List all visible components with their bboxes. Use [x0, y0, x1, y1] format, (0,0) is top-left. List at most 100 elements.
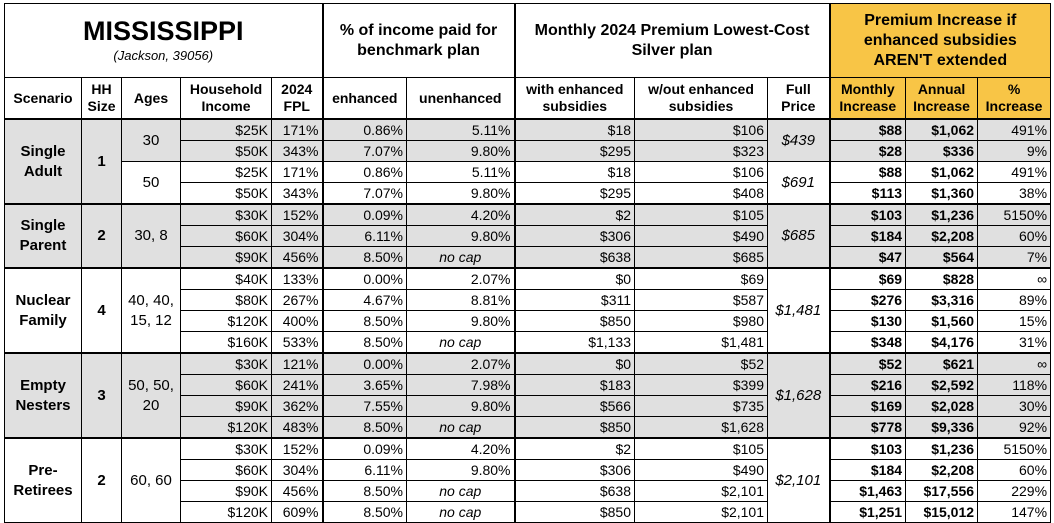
hh-size: 4	[81, 267, 122, 354]
table-cell: $1,628	[634, 416, 769, 439]
table-cell: 2.07%	[406, 352, 516, 375]
data-row: Nuclear Family 4 40, 40, 15, 12 $40K 133% 0.0…	[4, 267, 1052, 354]
table-cell: 152%	[270, 437, 324, 460]
full-price: $685	[767, 203, 831, 269]
table-cell: $69	[634, 267, 769, 290]
ages: 50	[121, 161, 181, 205]
table-cell: $105	[634, 203, 769, 226]
table-cell: 6.11%	[321, 459, 408, 481]
header-row: MISSISSIPPI (Jackson, 39056)% of income p…	[3, 3, 1052, 78]
table-cell: 609%	[270, 501, 324, 523]
table-cell: $778	[828, 416, 907, 439]
state-header: MISSISSIPPI (Jackson, 39056)	[3, 3, 324, 78]
table-cell: 456%	[270, 480, 324, 502]
table-cell: 4.67%	[321, 289, 408, 311]
scenario: Single Adult	[4, 118, 82, 205]
table-cell: $106	[634, 161, 769, 183]
table-cell: $184	[828, 225, 907, 247]
premium-table: MISSISSIPPI (Jackson, 39056)% of income p…	[3, 3, 1052, 523]
table-cell: $490	[634, 225, 769, 247]
table-cell: $1,360	[905, 182, 979, 205]
table-cell: $1,133	[513, 331, 636, 354]
table-cell: 9%	[977, 140, 1052, 162]
table-cell: 171%	[270, 118, 324, 141]
table-cell: 7.07%	[321, 182, 408, 205]
table-cell: $60K	[180, 459, 272, 481]
table-cell: $638	[513, 246, 636, 269]
table-cell: $52	[828, 352, 907, 375]
table-cell: $1,236	[905, 203, 979, 226]
data-row: $160K 533% 8.50% no cap $1,133 $1,481 $348 $4,1…	[5, 331, 1052, 354]
data-row: $120K 400% 8.50% 9.80% $850 $980 $130 $1,560 15%	[5, 310, 1052, 332]
full-price: $1,481	[767, 267, 831, 354]
table-cell: 9.80%	[406, 182, 516, 205]
table-cell: no cap	[406, 246, 516, 269]
table-cell: $850	[513, 416, 636, 439]
table-cell: 60%	[977, 459, 1052, 481]
hh-size: 2	[81, 437, 122, 523]
table-cell: $850	[513, 501, 636, 523]
table-cell: ∞	[977, 352, 1052, 375]
table-cell: $490	[634, 459, 769, 481]
hh-size: 3	[81, 352, 122, 439]
table-cell: 89%	[977, 289, 1052, 311]
column-header: Ages	[121, 77, 181, 120]
table-cell: 7.98%	[406, 374, 516, 396]
table-cell: $1,062	[905, 118, 979, 141]
table-cell: $106	[634, 118, 769, 141]
data-row: $80K 267% 4.67% 8.81% $311 $587 $276 $3,316 89%	[5, 289, 1052, 311]
column-header: Full Price	[767, 77, 831, 120]
table-cell: $3,316	[905, 289, 979, 311]
table-cell: 7%	[977, 246, 1052, 269]
table-cell: 31%	[977, 331, 1052, 354]
table-cell: 2.07%	[406, 267, 516, 290]
full-price: $1,628	[767, 352, 831, 439]
table-cell: 229%	[977, 480, 1052, 502]
table-cell: 304%	[270, 225, 324, 247]
table-cell: $90K	[180, 395, 272, 417]
table-cell: $306	[513, 225, 636, 247]
table-cell: $183	[513, 374, 636, 396]
table-cell: $4,176	[905, 331, 979, 354]
table-cell: $2,101	[634, 501, 769, 523]
table-cell: $120K	[180, 501, 272, 523]
table-cell: 15%	[977, 310, 1052, 332]
table-cell: $60K	[180, 225, 272, 247]
table-cell: $1,251	[828, 501, 907, 523]
table-cell: 9.80%	[406, 310, 516, 332]
table-cell: $1,062	[905, 161, 979, 183]
table-cell: $399	[634, 374, 769, 396]
table-cell: $30K	[180, 203, 272, 226]
table-cell: 118%	[977, 374, 1052, 396]
table-cell: $103	[828, 203, 907, 226]
table-cell: $336	[905, 140, 979, 162]
table-cell: $638	[513, 480, 636, 502]
table-body: MISSISSIPPI (Jackson, 39056)% of income p…	[3, 3, 1052, 523]
table-cell: 400%	[270, 310, 324, 332]
data-row: $90K 456% 8.50% no cap $638 $685 $47 $564 7%	[4, 246, 1052, 269]
table-cell: $184	[828, 459, 907, 481]
table-cell: no cap	[406, 480, 516, 502]
table-cell: 343%	[270, 182, 324, 205]
table-cell: 0.00%	[321, 352, 408, 375]
table-cell: $120K	[180, 416, 272, 439]
column-header-row: Scenario HH Size Ages Household Income 2024 …	[4, 77, 1052, 120]
hh-size: 2	[81, 203, 122, 269]
table-cell: $1,560	[905, 310, 979, 332]
data-row: 50 $25K 171% 0.86% 5.11% $18 $106 $691 $88 $1,062…	[5, 161, 1052, 205]
table-cell: 8.50%	[321, 480, 408, 502]
table-cell: 38%	[977, 182, 1052, 205]
table-cell: 491%	[977, 118, 1052, 141]
table-cell: 0.00%	[321, 267, 408, 290]
table-cell: $69	[828, 267, 907, 290]
column-header: % Increase	[977, 77, 1052, 120]
scenario: Empty Nesters	[4, 352, 82, 439]
column-header: Scenario	[4, 77, 82, 120]
table-cell: 5150%	[977, 437, 1052, 460]
table-cell: 171%	[270, 161, 324, 183]
table-cell: 8.50%	[321, 416, 408, 439]
table-cell: $621	[905, 352, 979, 375]
table-cell: $0	[513, 352, 636, 375]
table-cell: 5150%	[977, 203, 1052, 226]
